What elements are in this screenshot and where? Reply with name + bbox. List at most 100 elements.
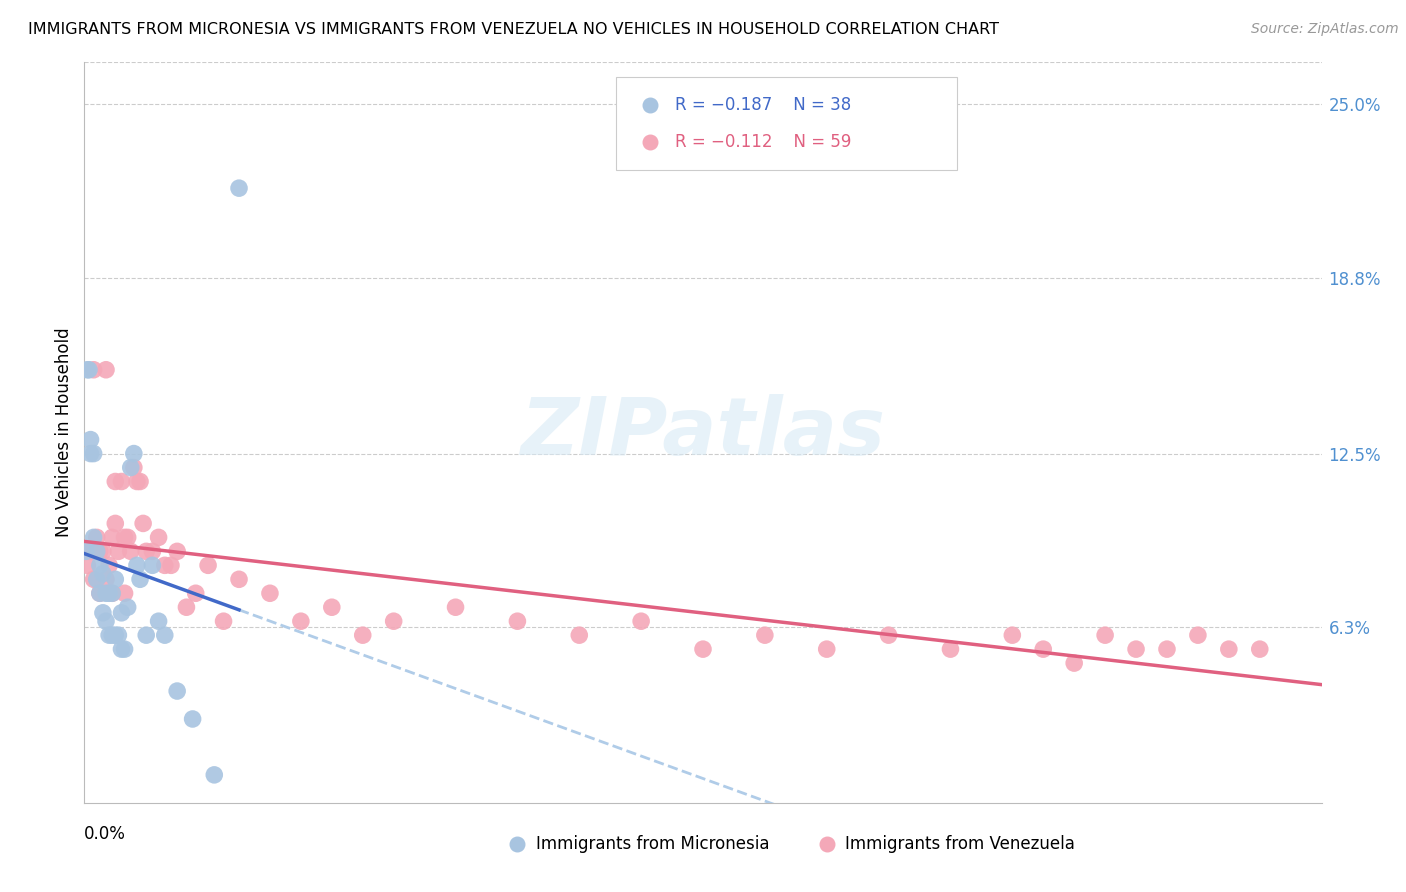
Point [1063,656,1085,670]
Point [94,363,117,377]
Point [89,586,111,600]
Point [1218,642,1240,657]
Point [76,363,98,377]
Point [1094,628,1116,642]
Point [202,768,225,782]
Point [228,181,250,195]
Point [1125,642,1147,657]
Point [94,614,117,628]
Point [129,572,152,586]
Point [815,642,838,657]
Point [104,572,127,586]
Point [259,586,281,600]
Point [98,586,121,600]
Point [86,544,108,558]
Point [290,614,312,628]
Point [148,614,170,628]
Point [104,516,127,531]
Point [110,642,132,657]
Point [135,628,157,642]
Point [321,600,343,615]
Point [166,544,188,558]
Point [117,600,139,615]
Point [110,475,132,489]
Point [122,460,145,475]
Point [184,586,207,600]
Point [160,558,183,573]
Point [153,628,176,642]
Point [79,433,101,447]
Point [382,614,405,628]
Point [94,586,117,600]
Point [89,544,111,558]
Point [114,586,136,600]
Point [104,628,127,642]
Text: IMMIGRANTS FROM MICRONESIA VS IMMIGRANTS FROM VENEZUELA NO VEHICLES IN HOUSEHOLD: IMMIGRANTS FROM MICRONESIA VS IMMIGRANTS… [28,22,1000,37]
Point [1032,642,1054,657]
Point [568,628,591,642]
Point [754,628,776,642]
Point [79,446,101,460]
Point [125,475,148,489]
Point [91,566,114,581]
Point [107,544,129,558]
Point [1249,642,1271,657]
Point [114,642,136,657]
Point [120,544,142,558]
Point [153,558,176,573]
Text: ZIPatlas: ZIPatlas [520,393,886,472]
Point [212,614,235,628]
Point [94,572,117,586]
Point [125,558,148,573]
FancyBboxPatch shape [616,78,956,169]
Point [141,558,163,573]
Point [181,712,204,726]
Point [75,544,97,558]
Text: R = −0.187    N = 38: R = −0.187 N = 38 [675,95,851,114]
Point [692,642,714,657]
Point [120,460,142,475]
Point [91,544,114,558]
Point [166,684,188,698]
Point [1001,628,1024,642]
Point [176,600,198,615]
Point [101,586,124,600]
Point [148,530,170,544]
Point [89,586,111,600]
Point [89,558,111,573]
Point [877,628,900,642]
Point [76,558,98,573]
Point [77,363,100,377]
Point [83,363,105,377]
Point [122,446,145,460]
Point [83,572,105,586]
Point [141,544,163,558]
Point [506,614,529,628]
Point [939,642,962,657]
Point [135,544,157,558]
Point [1187,628,1209,642]
Point [83,530,105,544]
Point [110,606,132,620]
Point [86,572,108,586]
Point [114,530,136,544]
Point [107,628,129,642]
Point [104,475,127,489]
Point [98,628,121,642]
Point [86,530,108,544]
Point [79,544,101,558]
Point [91,606,114,620]
Text: Immigrants from Venezuela: Immigrants from Venezuela [845,835,1076,853]
Point [101,628,124,642]
Text: Immigrants from Micronesia: Immigrants from Micronesia [536,835,769,853]
Point [132,516,155,531]
Point [83,446,105,460]
Text: R = −0.112    N = 59: R = −0.112 N = 59 [675,133,851,152]
Point [101,530,124,544]
Point [197,558,219,573]
Point [101,586,124,600]
Point [117,530,139,544]
Point [228,572,250,586]
Y-axis label: No Vehicles in Household: No Vehicles in Household [55,327,73,538]
Point [444,600,467,615]
